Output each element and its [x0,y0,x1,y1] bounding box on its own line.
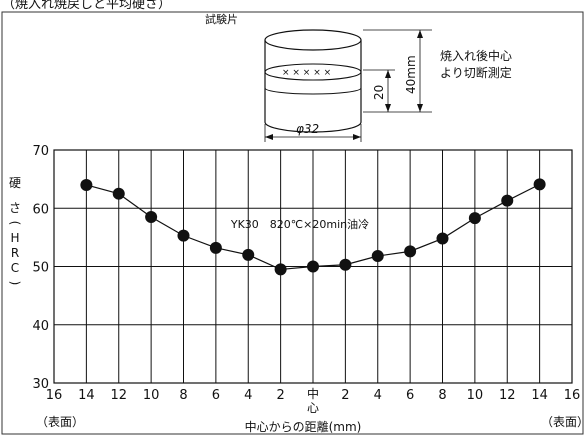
x-tick-label: 12 [499,388,516,403]
x-axis-label: 中心からの距離(mm) [245,419,362,434]
x-tick-labels: 16 14 12 10 8 6 4 2 中心 2 4 6 8 10 12 14 16 [46,386,581,415]
dim-40-arrow-bottom [417,104,423,112]
data-point [436,232,449,245]
dim-diam-arrow-right [353,134,361,140]
x-tick-label: 10 [467,388,484,403]
y-tick-label: 40 [32,319,49,334]
y-axis-label-char: R [11,246,19,260]
y-axis-label-char: ) [8,281,22,286]
x-tick-label: 6 [212,388,220,403]
dim-diam-arrow-left [265,134,273,140]
y-axis-label-char: C [11,261,19,275]
y-tick-label: 60 [32,202,49,217]
hardness-chart: 30 40 50 60 70 16 14 12 10 8 6 4 2 中心 2 4 6 8 10 12 14 16 硬さ… [8,144,585,434]
cut-note-line2: より切断測定 [440,65,512,80]
x-edge-label-right: （表面） [541,415,585,429]
cylinder-band-bottom [264,87,362,95]
x-tick-label: 10 [143,388,160,403]
x-edge-label-left: （表面） [36,415,84,429]
dim-20-arrow-bottom [385,104,391,112]
x-tick-label: 6 [406,388,414,403]
specimen-diagram: 試験片 × × × × × 40mm 20 φ32 焼入れ後中心 より切断測定 [205,12,512,142]
data-point [533,178,546,191]
cross-marks: × × × × × [282,68,331,78]
height-label: 40mm [404,55,418,94]
data-point [501,194,514,207]
dim-20-arrow-top [385,70,391,78]
x-tick-label: 14 [531,388,548,403]
y-tick-labels: 30 40 50 60 70 [32,144,49,392]
data-point [468,212,481,225]
data-point [339,258,352,271]
x-tick-label: 12 [110,388,127,403]
x-tick-label: 8 [438,388,446,403]
chart-annotation: YK30 820℃×20min油冷 [230,217,369,231]
diameter-label: φ32 [296,122,319,136]
cylinder-body [264,40,362,133]
series-hardness [80,178,546,276]
data-point [242,248,255,261]
x-tick-label: 4 [244,388,252,403]
y-tick-label: 70 [32,144,49,159]
data-point [209,241,222,254]
cut-note-line1: 焼入れ後中心 [440,48,512,63]
data-point [145,210,158,223]
band-label: 20 [372,85,386,100]
data-point [112,187,125,200]
header-partial-text: （焼入れ焼戻しと平均硬さ） [2,0,171,12]
x-tick-label: 2 [276,388,284,403]
y-axis-label-char: H [10,231,19,245]
data-point [307,260,319,273]
x-tick-label: 8 [179,388,187,403]
y-axis-label-char: 硬 [9,176,21,190]
data-point [80,178,93,191]
x-tick-label: 心 [307,401,319,415]
x-tick-label: 4 [374,388,382,403]
x-tick-label: 中 [307,386,319,401]
y-tick-label: 30 [32,377,49,392]
data-point [371,250,384,263]
x-tick-label: 2 [341,388,349,403]
cylinder-band-top [264,71,362,81]
data-point [404,245,417,258]
x-tick-label: 16 [46,388,63,403]
cylinder-band-top-back [264,63,362,73]
x-tick-label: 16 [564,388,581,403]
dim-40-arrow-top [417,30,423,38]
y-axis-label: 硬さ ( HRC) [8,176,22,285]
x-tick-label: 14 [78,388,95,403]
specimen-label: 試験片 [205,12,238,26]
y-tick-label: 50 [32,261,49,276]
y-axis-label-char: ( [8,221,22,226]
cylinder-top [264,29,362,51]
data-point [274,263,287,276]
y-axis-label-char: さ [9,201,21,215]
data-point [177,229,190,242]
